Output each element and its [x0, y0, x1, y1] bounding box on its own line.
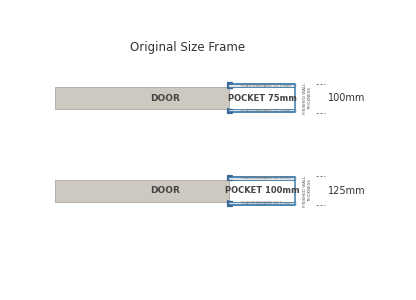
Text: FINISHED WALL
THICKNESS: FINISHED WALL THICKNESS	[303, 175, 312, 206]
Text: POCKET 100mm: POCKET 100mm	[225, 186, 300, 195]
Text: PLASTERBOARD 12.5 mm: PLASTERBOARD 12.5 mm	[240, 176, 290, 180]
Text: DOOR: DOOR	[150, 94, 180, 103]
Text: PLASTERBOARD 12.5 mm: PLASTERBOARD 12.5 mm	[240, 109, 290, 113]
Bar	[55, 87, 229, 109]
Bar	[228, 202, 297, 205]
Text: 100mm: 100mm	[328, 93, 365, 103]
Bar	[228, 84, 297, 87]
Text: PLASTERBOARD 12.5 mm: PLASTERBOARD 12.5 mm	[240, 84, 290, 88]
Text: PLASTERBOARD 12.5 mm: PLASTERBOARD 12.5 mm	[240, 201, 290, 205]
Bar	[228, 177, 297, 180]
Text: DOOR: DOOR	[150, 186, 180, 195]
Text: 125mm: 125mm	[328, 186, 365, 196]
Bar	[55, 180, 229, 202]
Text: Original Size Frame: Original Size Frame	[130, 41, 245, 54]
Bar	[228, 109, 297, 112]
Text: POCKET 75mm: POCKET 75mm	[228, 94, 297, 103]
Text: FINISHED WALL
THICKNESS: FINISHED WALL THICKNESS	[303, 82, 312, 114]
